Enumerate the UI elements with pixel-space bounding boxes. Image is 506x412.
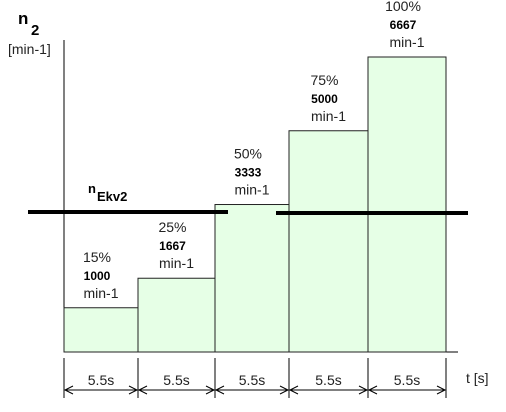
dimension-arrow-right (205, 385, 216, 395)
y-axis-symbol: n (18, 9, 28, 28)
dimension-arrow-left (367, 385, 378, 395)
speed-bar (214, 204, 290, 353)
speed-bar (137, 277, 216, 353)
x-axis-label: t [s] (466, 370, 489, 386)
dimension-arrow-right (279, 385, 290, 395)
duration-label: 5.5s (239, 372, 265, 388)
duration-label: 5.5s (163, 372, 189, 388)
duration-label: 5.5s (394, 372, 420, 388)
speed-bar (63, 307, 139, 353)
duration-label: 5.5s (315, 372, 341, 388)
bar-speed-label: 5000 (311, 92, 338, 106)
dimension-arrow-right (436, 385, 447, 395)
bar-unit-label: min-1 (159, 255, 194, 271)
dimension-arrow-left (63, 385, 74, 395)
bar-percent-label: 100% (385, 0, 421, 14)
bar-unit-label: min-1 (83, 285, 118, 301)
y-axis-unit: [min-1] (8, 41, 51, 57)
y-axis-subscript: 2 (31, 22, 39, 39)
bar-percent-label: 50% (234, 146, 262, 162)
bar-percent-label: 15% (83, 249, 111, 265)
dimension-arrow-left (137, 385, 148, 395)
bar-unit-label: min-1 (389, 34, 424, 50)
ekv-label-symbol: n (88, 181, 96, 196)
speed-bar (288, 130, 369, 353)
ekv-label-subscript: Ekv2 (97, 189, 127, 204)
bar-speed-label: 6667 (390, 18, 417, 32)
bar-unit-label: min-1 (311, 108, 346, 124)
bar-percent-label: 25% (158, 219, 186, 235)
bar-unit-label: min-1 (234, 182, 269, 198)
bar-speed-label: 1667 (159, 239, 186, 253)
dimension-arrow-right (358, 385, 369, 395)
dimension-arrow-left (288, 385, 299, 395)
bar-speed-label: 3333 (235, 166, 262, 180)
bar-speed-label: 1000 (84, 269, 111, 283)
dimension-arrow-left (214, 385, 225, 395)
dimension-arrow-right (128, 385, 139, 395)
bar-percent-label: 75% (310, 72, 338, 88)
duration-dimensions: 5.5s 5.5s 5.5s 5.5s 5.5s (63, 358, 447, 398)
speed-bar (367, 56, 447, 353)
bars-layer: 15% 1000 min-1 25% 1667 min-1 50% 3333 min-1 75% 5… (63, 0, 447, 353)
duration-label: 5.5s (88, 372, 114, 388)
